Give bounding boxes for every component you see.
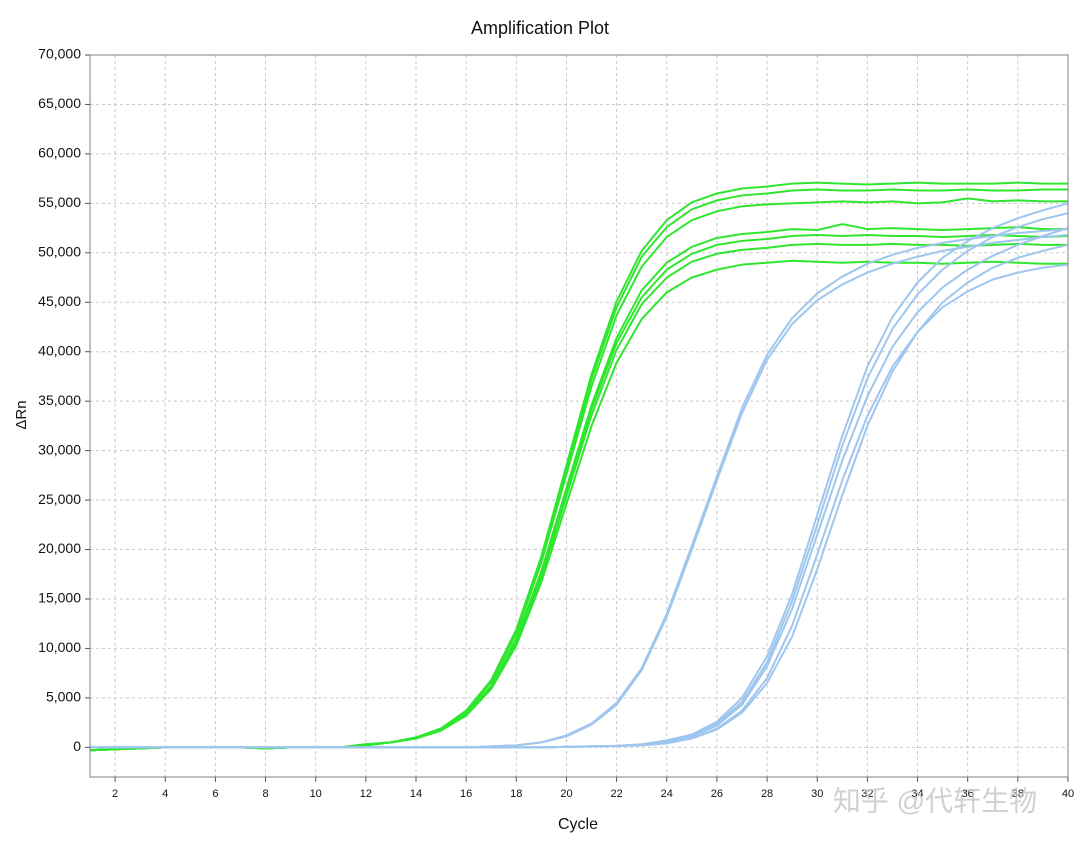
y-tick-label: 10,000 bbox=[38, 639, 81, 655]
y-tick-label: 35,000 bbox=[38, 392, 81, 408]
x-tick-label: 6 bbox=[212, 788, 218, 800]
x-tick-label: 20 bbox=[560, 788, 572, 800]
x-tick-label: 8 bbox=[262, 788, 268, 800]
x-tick-label: 18 bbox=[510, 788, 522, 800]
x-tick-label: 16 bbox=[460, 788, 472, 800]
x-tick-label: 26 bbox=[711, 788, 723, 800]
x-tick-label: 38 bbox=[1012, 788, 1024, 800]
x-tick-label: 34 bbox=[911, 788, 923, 800]
x-tick-label: 2 bbox=[112, 788, 118, 800]
y-tick-label: 15,000 bbox=[38, 590, 81, 606]
y-tick-label: 50,000 bbox=[38, 244, 81, 260]
y-tick-label: 0 bbox=[73, 738, 81, 754]
chart-title: Amplification Plot bbox=[471, 18, 609, 38]
y-axis-label: ΔRn bbox=[13, 400, 30, 429]
watermark: 知乎 @代轩生物 bbox=[833, 785, 1037, 816]
x-tick-label: 36 bbox=[962, 788, 974, 800]
x-tick-label: 14 bbox=[410, 788, 422, 800]
x-tick-label: 40 bbox=[1062, 788, 1074, 800]
x-tick-label: 24 bbox=[661, 788, 673, 800]
y-tick-label: 70,000 bbox=[38, 46, 81, 62]
ticks: 0 5,000 10,000 15,000 20,000 25,000 30,000 35,0… bbox=[38, 46, 1074, 800]
y-tick-label: 40,000 bbox=[38, 342, 81, 358]
x-tick-label: 22 bbox=[610, 788, 622, 800]
x-tick-label: 28 bbox=[761, 788, 773, 800]
y-tick-label: 65,000 bbox=[38, 95, 81, 111]
plot-border bbox=[89, 54, 1069, 778]
y-tick-label: 30,000 bbox=[38, 441, 81, 457]
y-tick-label: 55,000 bbox=[38, 194, 81, 210]
y-tick-label: 25,000 bbox=[38, 491, 81, 507]
x-tick-label: 10 bbox=[310, 788, 322, 800]
lines bbox=[90, 181, 1068, 752]
y-tick-label: 20,000 bbox=[38, 540, 81, 556]
x-tick-label: 12 bbox=[360, 788, 372, 800]
y-tick-label: 5,000 bbox=[46, 689, 81, 705]
x-axis-label: Cycle bbox=[558, 816, 598, 833]
x-tick-label: 30 bbox=[811, 788, 823, 800]
series-line bbox=[90, 263, 1068, 749]
y-tick-label: 45,000 bbox=[38, 293, 81, 309]
x-tick-label: 32 bbox=[861, 788, 873, 800]
x-tick-label: 4 bbox=[162, 788, 168, 800]
y-tick-label: 60,000 bbox=[38, 145, 81, 161]
